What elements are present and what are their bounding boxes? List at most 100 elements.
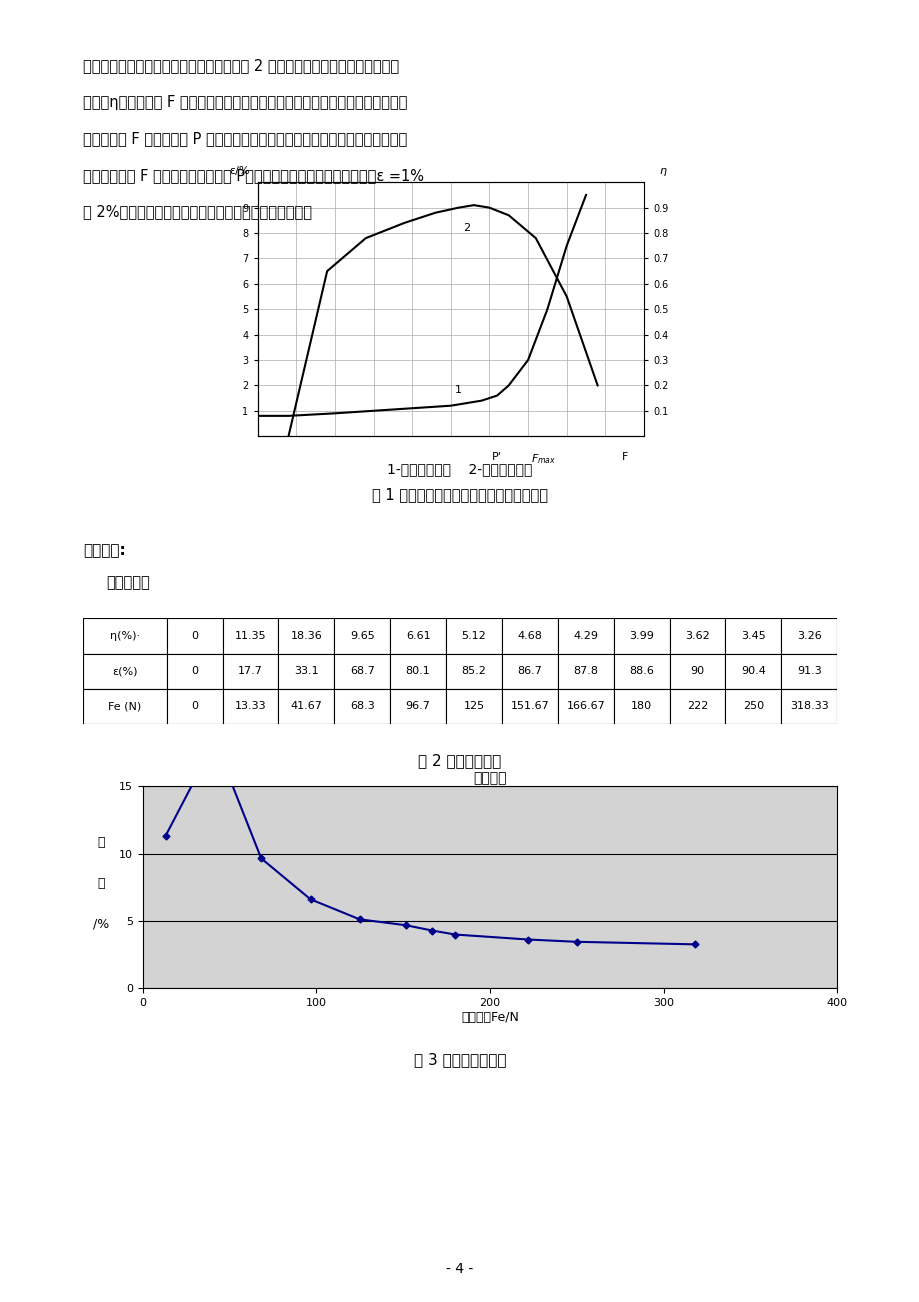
FancyBboxPatch shape (446, 618, 502, 654)
FancyBboxPatch shape (725, 618, 780, 654)
FancyBboxPatch shape (502, 618, 557, 654)
Text: 升，带处于完全打滑的工作状态。图中曲线 2 为带传动的效率曲线，即表示带传: 升，带处于完全打滑的工作状态。图中曲线 2 为带传动的效率曲线，即表示带传 (83, 59, 399, 74)
Text: 88.6: 88.6 (629, 667, 653, 676)
FancyBboxPatch shape (502, 654, 557, 689)
FancyBboxPatch shape (557, 618, 613, 654)
Text: 90: 90 (689, 667, 704, 676)
Text: 166.67: 166.67 (566, 702, 605, 711)
Text: 17.7: 17.7 (238, 667, 263, 676)
FancyBboxPatch shape (725, 689, 780, 724)
FancyBboxPatch shape (278, 689, 334, 724)
FancyBboxPatch shape (83, 618, 166, 654)
Text: 9.65: 9.65 (349, 631, 374, 641)
Text: 318.33: 318.33 (789, 702, 828, 711)
Text: 应使有效拉力 F 等于或稍小于临界点 P，这时带传动的效率最高，滑动率ε =1%: 应使有效拉力 F 等于或稍小于临界点 P，这时带传动的效率最高，滑动率ε =1% (83, 168, 424, 184)
Text: 实验数据：: 实验数据： (106, 575, 150, 591)
Text: 41.67: 41.67 (290, 702, 322, 711)
Text: 3.26: 3.26 (796, 631, 821, 641)
FancyBboxPatch shape (222, 654, 278, 689)
Text: 4.29: 4.29 (573, 631, 597, 641)
Text: 87.8: 87.8 (573, 667, 597, 676)
Text: 0: 0 (191, 667, 198, 676)
Text: 5.12: 5.12 (461, 631, 486, 641)
FancyBboxPatch shape (334, 654, 390, 689)
FancyBboxPatch shape (502, 689, 557, 724)
Text: 68.3: 68.3 (349, 702, 374, 711)
X-axis label: 有效拉力Fe/N: 有效拉力Fe/N (460, 1010, 518, 1023)
Text: 86.7: 86.7 (516, 667, 541, 676)
Text: 3.45: 3.45 (740, 631, 765, 641)
FancyBboxPatch shape (446, 689, 502, 724)
Text: ～ 2%，并且还有余力负担短时间（如启动时）的过载。: ～ 2%，并且还有余力负担短时间（如启动时）的过载。 (83, 204, 312, 220)
Text: 18.36: 18.36 (290, 631, 322, 641)
Text: 3.62: 3.62 (685, 631, 709, 641)
Text: 2: 2 (462, 223, 470, 233)
FancyBboxPatch shape (278, 654, 334, 689)
FancyBboxPatch shape (557, 654, 613, 689)
FancyBboxPatch shape (334, 689, 390, 724)
Text: 图 1 带传动的滑动理论曲线和效率理论曲线: 图 1 带传动的滑动理论曲线和效率理论曲线 (371, 487, 548, 503)
Text: 33.1: 33.1 (294, 667, 318, 676)
FancyBboxPatch shape (613, 618, 669, 654)
FancyBboxPatch shape (166, 689, 222, 724)
Text: 效: 效 (97, 836, 105, 849)
Text: ε(%): ε(%) (112, 667, 137, 676)
FancyBboxPatch shape (166, 618, 222, 654)
Text: 0: 0 (191, 702, 198, 711)
Text: 11.35: 11.35 (234, 631, 266, 641)
FancyBboxPatch shape (83, 654, 166, 689)
FancyBboxPatch shape (278, 618, 334, 654)
FancyBboxPatch shape (780, 618, 836, 654)
FancyBboxPatch shape (669, 618, 725, 654)
FancyBboxPatch shape (83, 689, 166, 724)
Text: 0: 0 (191, 631, 198, 641)
Text: 85.2: 85.2 (461, 667, 486, 676)
Text: 当有效拉力 F 超过临界点 P 点以后，传动效率急剧下降。带传动最合理的状态，: 当有效拉力 F 超过临界点 P 点以后，传动效率急剧下降。带传动最合理的状态， (83, 132, 406, 147)
Text: P': P' (492, 452, 502, 462)
Text: ε/%: ε/% (229, 165, 249, 176)
Text: 125: 125 (463, 702, 484, 711)
FancyBboxPatch shape (613, 654, 669, 689)
Text: 6.61: 6.61 (405, 631, 430, 641)
Text: 4.68: 4.68 (516, 631, 541, 641)
FancyBboxPatch shape (557, 689, 613, 724)
FancyBboxPatch shape (166, 654, 222, 689)
Text: F: F (621, 452, 627, 462)
Text: 率: 率 (97, 876, 105, 889)
FancyBboxPatch shape (669, 689, 725, 724)
Text: 96.7: 96.7 (405, 702, 430, 711)
Text: 90.4: 90.4 (740, 667, 765, 676)
Text: 222: 222 (686, 702, 708, 711)
Text: η: η (658, 165, 665, 176)
Text: 图 3 滑移率实验曲线: 图 3 滑移率实验曲线 (414, 1052, 505, 1068)
FancyBboxPatch shape (613, 689, 669, 724)
Text: 图 2 效率实验曲线: 图 2 效率实验曲线 (418, 753, 501, 768)
Text: 1: 1 (455, 385, 461, 396)
Text: 动效率η与有效拉力 F 之间关系的曲线。当有效拉力增加时，传动效率逐渐提高，: 动效率η与有效拉力 F 之间关系的曲线。当有效拉力增加时，传动效率逐渐提高， (83, 95, 407, 111)
FancyBboxPatch shape (222, 689, 278, 724)
FancyBboxPatch shape (390, 618, 446, 654)
Text: 250: 250 (742, 702, 763, 711)
Text: 180: 180 (630, 702, 652, 711)
Title: 效率曲线: 效率曲线 (472, 771, 506, 785)
FancyBboxPatch shape (669, 654, 725, 689)
Text: 实际曲线:: 实际曲线: (83, 543, 125, 559)
Text: 1-滑动理论曲线    2-效率理论曲线: 1-滑动理论曲线 2-效率理论曲线 (387, 462, 532, 475)
FancyBboxPatch shape (780, 689, 836, 724)
FancyBboxPatch shape (334, 618, 390, 654)
FancyBboxPatch shape (390, 689, 446, 724)
FancyBboxPatch shape (446, 654, 502, 689)
Text: η(%)·: η(%)· (109, 631, 140, 641)
Text: $F_{max}$: $F_{max}$ (530, 452, 556, 466)
FancyBboxPatch shape (222, 618, 278, 654)
Text: 91.3: 91.3 (796, 667, 821, 676)
Text: 3.99: 3.99 (629, 631, 653, 641)
Text: - 4 -: - 4 - (446, 1263, 473, 1276)
Text: 80.1: 80.1 (405, 667, 430, 676)
FancyBboxPatch shape (725, 654, 780, 689)
Text: Fe (N): Fe (N) (108, 702, 142, 711)
Text: 68.7: 68.7 (349, 667, 374, 676)
Text: /%: /% (93, 917, 109, 930)
FancyBboxPatch shape (390, 654, 446, 689)
Text: 151.67: 151.67 (510, 702, 549, 711)
